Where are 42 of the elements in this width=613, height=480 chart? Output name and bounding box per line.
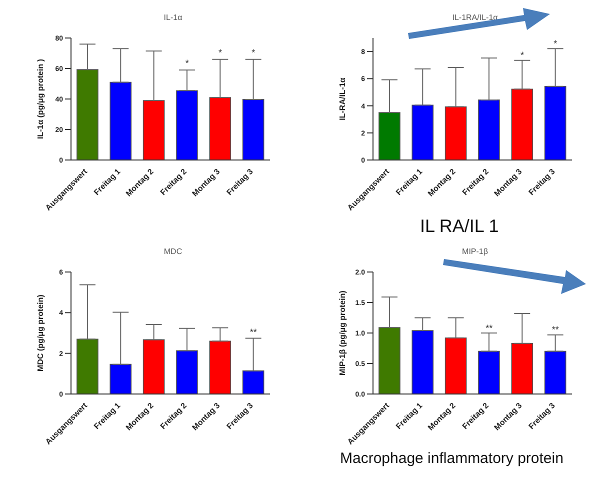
annotation: * <box>554 38 558 48</box>
bar <box>444 337 467 394</box>
bar <box>478 350 500 394</box>
bar <box>176 90 198 160</box>
bar <box>412 104 434 160</box>
annotation: * <box>252 47 256 58</box>
bar <box>412 330 434 394</box>
chart-title: IL-1RA/IL-1α <box>452 13 498 22</box>
bar <box>142 339 165 394</box>
bar <box>110 82 132 160</box>
bar <box>242 370 264 394</box>
bar <box>444 106 467 160</box>
bar <box>378 112 400 160</box>
annotation: * <box>218 47 222 58</box>
bar <box>478 100 500 160</box>
bar <box>544 86 566 160</box>
y-axis-title: IL-1α (pg/μg protein ) <box>36 58 45 140</box>
annotation: * <box>185 58 190 68</box>
bar <box>76 69 98 160</box>
y-axis-title: MIP-1β (pg/μg protein) <box>338 290 347 376</box>
bar <box>378 327 400 394</box>
annotation: ** <box>486 322 494 333</box>
bar <box>242 99 264 160</box>
bar <box>511 342 534 394</box>
bar <box>209 97 232 160</box>
annotation: * <box>520 50 524 60</box>
text: Macrophage inflammatory protein <box>340 450 564 467</box>
y-axis-title: MDC (pg/μg protein) <box>36 294 45 372</box>
bar <box>76 338 98 394</box>
bar <box>142 100 165 160</box>
text: IL RA/IL 1 <box>420 216 499 237</box>
annotation: ** <box>250 327 258 338</box>
chart-title: MDC <box>164 247 182 256</box>
bar <box>176 350 198 394</box>
chart-title: MIP-1β <box>462 247 488 256</box>
bar <box>544 350 566 394</box>
y-axis-title: IL-RA/IL-1α <box>338 78 347 120</box>
bar <box>110 364 132 394</box>
bar <box>209 340 232 394</box>
annotation: ** <box>552 324 560 335</box>
chart-title: IL-1α <box>164 13 183 22</box>
bar <box>511 88 534 160</box>
